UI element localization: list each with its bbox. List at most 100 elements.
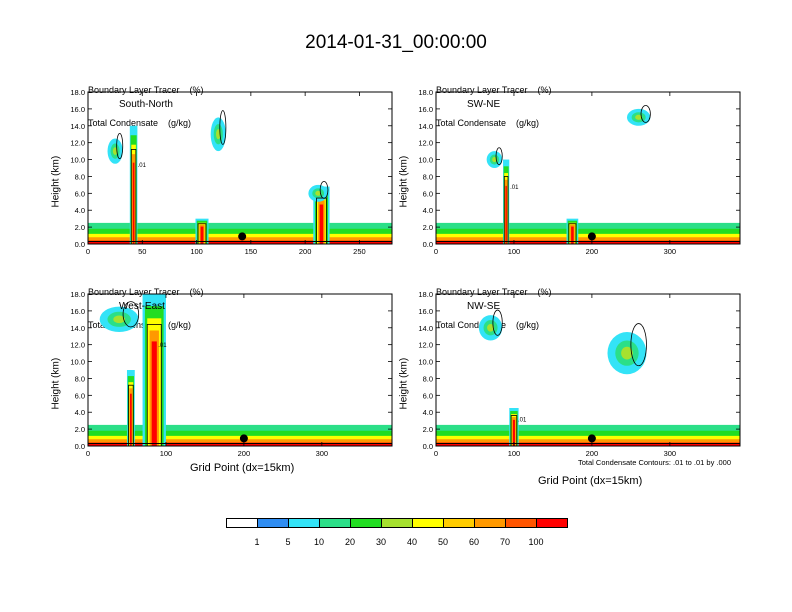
contour-label: .01	[510, 185, 519, 191]
y-tick-label: 6.0	[423, 189, 433, 198]
boundary-layer-band	[436, 442, 740, 446]
y-tick-label: 4.0	[75, 408, 85, 417]
y-tick-label: 14.0	[418, 122, 433, 131]
condensate-contour	[122, 301, 140, 328]
y-tick-label: 6.0	[423, 391, 433, 400]
y-tick-label: 16.0	[418, 307, 433, 316]
y-tick-label: 18.0	[418, 88, 433, 97]
y-tick-label: 18.0	[70, 88, 85, 97]
y-tick-label: 8.0	[75, 172, 85, 181]
tracer-field	[436, 309, 740, 446]
chart-title: 2014-01-31_00:00:00	[305, 32, 487, 53]
colorbar-swatch	[226, 518, 258, 528]
tracer-blob	[216, 129, 221, 140]
tracer-field	[88, 294, 392, 446]
condensate-contour	[146, 324, 162, 446]
boundary-layer-band	[436, 240, 740, 244]
tracer-plume	[151, 341, 157, 446]
y-tick-label: 18.0	[70, 290, 85, 299]
y-tick-label: 10.0	[70, 358, 85, 367]
y-tick-label: 16.0	[418, 105, 433, 114]
y-tick-label: 8.0	[75, 374, 85, 383]
tracer-plume	[130, 393, 132, 446]
x-tick-label: 300	[664, 247, 677, 256]
plot-west-east: 0.0 2.0 4.0 6.0 8.0 10.0 12.0 14.0 16.0 18.0 0 100 2…	[70, 290, 393, 458]
y-tick-label: 12.0	[418, 341, 433, 350]
colorbar-swatch	[257, 518, 289, 528]
tracer-field	[436, 105, 740, 244]
tracer-plume	[571, 226, 574, 244]
colorbar-label: 100	[528, 537, 544, 547]
contour-label: .01	[138, 163, 147, 169]
colorbar-swatch	[288, 518, 320, 528]
condensate-contour	[492, 309, 503, 336]
plot-frame	[435, 91, 741, 245]
y-tick-label: 2.0	[423, 425, 433, 434]
boundary-layer-band	[88, 240, 392, 244]
y-tick-label: 0.0	[423, 240, 433, 249]
colorbar-label: 60	[468, 537, 480, 547]
y-tick-label: 6.0	[75, 189, 85, 198]
y-tick-label: 18.0	[418, 290, 433, 299]
y-tick-label: 0.0	[75, 442, 85, 451]
tracer-blob	[112, 147, 118, 155]
x-tick-label: 200	[586, 449, 599, 458]
x-tick-label: 300	[664, 449, 677, 458]
colorbar-label: 40	[406, 537, 418, 547]
y-tick-label: 8.0	[423, 172, 433, 181]
y-tick-label: 8.0	[423, 374, 433, 383]
x-tick-label: 200	[299, 247, 312, 256]
colorbar-swatch	[381, 518, 413, 528]
colorbar-label: 5	[285, 537, 291, 547]
y-tick-label: 0.0	[75, 240, 85, 249]
condensate-contour	[495, 147, 503, 166]
contour-footnote: Total Condensate Contours: .01 to .01 by…	[578, 458, 732, 467]
colorbar-swatch	[350, 518, 382, 528]
colorbar-swatch	[536, 518, 568, 528]
plot-nw-se: 0.0 2.0 4.0 6.0 8.0 10.0 12.0 14.0 16.0 18.0 0 100 2…	[418, 290, 741, 458]
location-marker	[238, 232, 247, 241]
tracer-plume	[200, 226, 204, 244]
panel-header-line1: Boundary Layer Tracer (%)	[88, 287, 204, 297]
contour-label: .01	[158, 343, 167, 349]
y-tick-label: 0.0	[423, 442, 433, 451]
plot-frame	[435, 293, 741, 447]
x-tick-label: 300	[316, 449, 329, 458]
contour-label: .01	[518, 417, 527, 423]
panel-header-sw-ne: Boundary Layer Tracer (%) Total Condensa…	[436, 63, 552, 140]
boundary-layer-band	[88, 442, 392, 446]
y-tick-label: 10.0	[70, 156, 85, 165]
condensate-contour	[116, 132, 124, 160]
location-marker	[587, 232, 596, 241]
tracer-blob	[487, 323, 495, 332]
plot-sw-ne: 0.0 2.0 4.0 6.0 8.0 10.0 12.0 14.0 16.0 18.0 0 100 2…	[418, 88, 741, 256]
location-marker	[239, 434, 248, 443]
x-tick-label: 0	[434, 247, 438, 256]
x-tick-label: 200	[586, 247, 599, 256]
colorbar-swatch	[412, 518, 444, 528]
x-tick-label: 50	[138, 247, 146, 256]
panel-label: South-North	[119, 99, 173, 110]
y-tick-label: 16.0	[70, 307, 85, 316]
y-tick-label: 14.0	[70, 122, 85, 131]
panel-header-line1: Boundary Layer Tracer (%)	[436, 85, 552, 95]
y-tick-label: 12.0	[418, 139, 433, 148]
colorbar-label: 50	[437, 537, 449, 547]
condensate-contour	[640, 105, 651, 123]
plot-frame	[87, 293, 393, 447]
x-tick-label: 0	[86, 449, 90, 458]
y-tick-label: 4.0	[75, 206, 85, 215]
panel-header-line2: Total Condensate (g/kg)	[88, 118, 192, 128]
tracer-blob	[315, 190, 322, 196]
colorbar-label: 30	[375, 537, 387, 547]
colorbar-swatch	[474, 518, 506, 528]
panel-label: SW-NE	[467, 99, 500, 110]
colorbar-swatch	[505, 518, 537, 528]
y-tick-label: 16.0	[70, 105, 85, 114]
tracer-blob	[113, 315, 126, 324]
panel-header-line1: Boundary Layer Tracer (%)	[88, 85, 204, 95]
tracer-blob	[635, 114, 643, 120]
tracer-plume	[132, 162, 135, 244]
colorbar-label: 70	[499, 537, 511, 547]
condensate-contour	[568, 223, 577, 244]
